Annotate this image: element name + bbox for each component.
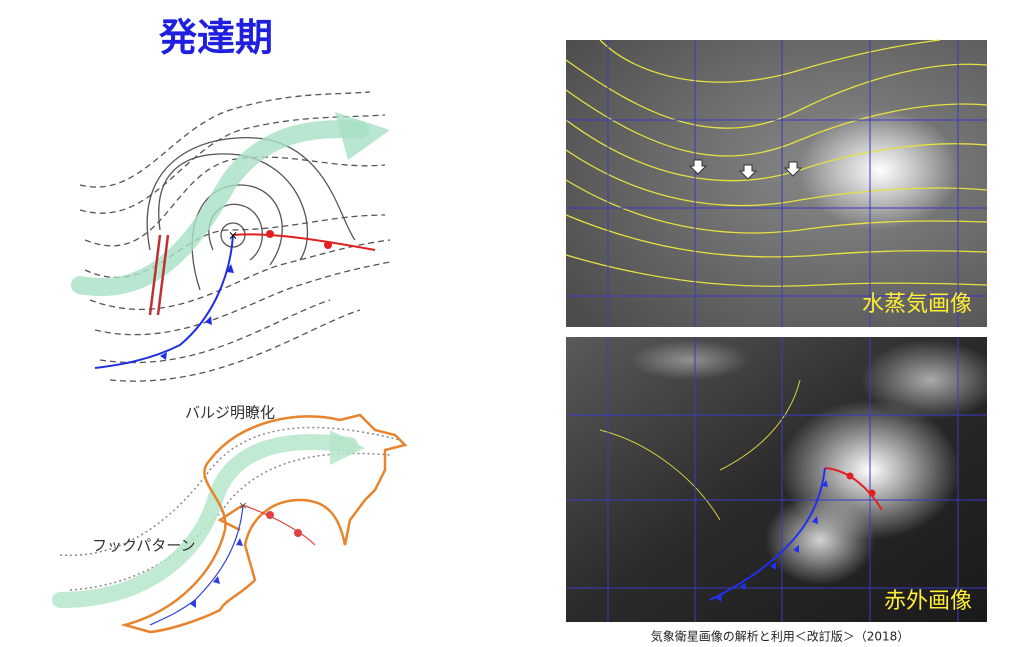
image-label: 水蒸気画像 (862, 292, 972, 317)
water-vapor-image (565, 39, 988, 327)
bulge-label: バルジ明瞭化 (185, 404, 275, 422)
svg-text:×: × (228, 229, 238, 243)
caption: 気象衛星画像の解析と利用＜改訂版＞（2018） (651, 629, 910, 644)
infrared-image (566, 337, 1000, 622)
title: 発達期 (159, 16, 273, 60)
development-diagram: × (71, 91, 391, 382)
hook-label: フックパターン (92, 537, 196, 555)
cloud-pattern-diagram: × (52, 413, 408, 634)
image-label: 赤外画像 (884, 589, 972, 614)
svg-text:×: × (238, 499, 247, 512)
